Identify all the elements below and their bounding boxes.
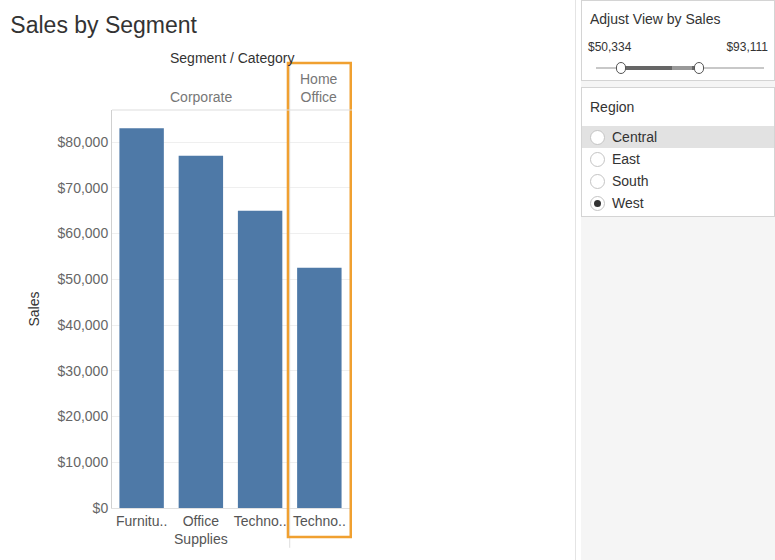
svg-text:Furnitu..: Furnitu.. bbox=[116, 513, 167, 529]
svg-text:Techno..: Techno.. bbox=[234, 513, 287, 529]
html-text:Region: Region bbox=[590, 99, 635, 115]
svg-text:$40,000: $40,000 bbox=[58, 317, 109, 333]
svg-text:Corporate: Corporate bbox=[170, 89, 232, 105]
html-text:South: South bbox=[612, 173, 649, 189]
html-text:$50,334: $50,334 bbox=[588, 40, 632, 54]
svg-text:HomeOffice: HomeOffice bbox=[300, 71, 338, 105]
svg-text:$30,000: $30,000 bbox=[58, 363, 109, 379]
svg-text:$50,000: $50,000 bbox=[58, 271, 109, 287]
svg-text:$80,000: $80,000 bbox=[58, 134, 109, 150]
svg-text:$20,000: $20,000 bbox=[58, 408, 109, 424]
svg-text:Segment / Category: Segment / Category bbox=[170, 50, 295, 66]
svg-text:Sales by Segment: Sales by Segment bbox=[10, 12, 197, 38]
svg-text:Techno..: Techno.. bbox=[293, 513, 346, 529]
html-text:East: East bbox=[612, 151, 640, 167]
svg-text:$0: $0 bbox=[93, 500, 109, 516]
html-text:Adjust View by Sales: Adjust View by Sales bbox=[590, 11, 721, 27]
svg-text:OfficeSupplies: OfficeSupplies bbox=[174, 513, 228, 547]
html-text:West: West bbox=[612, 195, 644, 211]
svg-text:$60,000: $60,000 bbox=[58, 225, 109, 241]
svg-text:Sales: Sales bbox=[26, 291, 42, 326]
svg-text:$70,000: $70,000 bbox=[58, 180, 109, 196]
html-text:Central: Central bbox=[612, 129, 658, 145]
html-text:$93,111: $93,111 bbox=[726, 40, 768, 54]
svg-text:$10,000: $10,000 bbox=[58, 454, 109, 470]
